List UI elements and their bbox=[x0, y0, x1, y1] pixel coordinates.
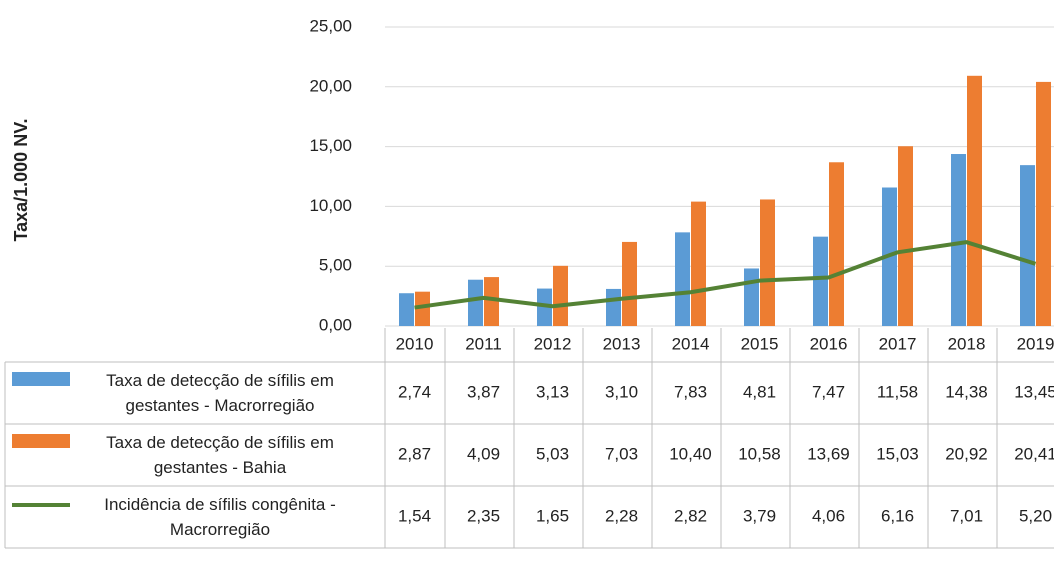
table-value: 15,03 bbox=[876, 444, 919, 463]
legend-entry: Incidência de sífilis congênita - Macror… bbox=[70, 488, 370, 546]
table-value: 10,58 bbox=[738, 444, 781, 463]
x-tick-label: 2015 bbox=[741, 334, 779, 353]
bar bbox=[606, 288, 621, 326]
bar bbox=[553, 265, 568, 326]
bar bbox=[898, 146, 913, 326]
table-value: 3,79 bbox=[743, 506, 776, 525]
bar bbox=[813, 236, 828, 326]
line-series bbox=[414, 240, 1037, 310]
table-value: 4,09 bbox=[467, 444, 500, 463]
bar bbox=[744, 268, 759, 326]
legend-label: Taxa de detecção de sífilis em gestantes… bbox=[106, 371, 334, 415]
bar bbox=[622, 241, 637, 326]
bar bbox=[1036, 81, 1051, 327]
table-value: 2,35 bbox=[467, 506, 500, 525]
table-value: 6,16 bbox=[881, 506, 914, 525]
table-value: 11,58 bbox=[877, 382, 918, 401]
table-value: 7,47 bbox=[812, 382, 845, 401]
bar bbox=[829, 162, 844, 326]
legend-label: Taxa de detecção de sífilis em gestantes… bbox=[106, 433, 334, 477]
table-value: 7,83 bbox=[674, 382, 707, 401]
table-value: 2,28 bbox=[605, 506, 638, 525]
table-value: 5,20 bbox=[1019, 506, 1052, 525]
y-axis-label: Taxa/1.000 NV. bbox=[11, 118, 31, 241]
bar bbox=[691, 201, 706, 326]
table-value: 3,13 bbox=[536, 382, 569, 401]
table-value: 10,40 bbox=[669, 444, 712, 463]
y-tick-label: 15,00 bbox=[309, 136, 352, 155]
bar bbox=[760, 199, 775, 326]
table-value: 20,92 bbox=[945, 444, 988, 463]
table-value: 3,87 bbox=[467, 382, 500, 401]
table-value: 5,03 bbox=[536, 444, 569, 463]
bar bbox=[484, 277, 499, 326]
bar bbox=[967, 75, 982, 326]
table-value: 3,10 bbox=[605, 382, 638, 401]
table-value: 4,06 bbox=[812, 506, 845, 525]
bar bbox=[951, 154, 966, 326]
x-tick-label: 2019 bbox=[1017, 334, 1054, 353]
table-value: 1,54 bbox=[398, 506, 431, 525]
x-tick-label: 2017 bbox=[879, 334, 917, 353]
table-value: 13,69 bbox=[807, 444, 850, 463]
y-tick-label: 10,00 bbox=[309, 196, 352, 215]
table-value: 2,87 bbox=[398, 444, 431, 463]
table-value: 4,81 bbox=[743, 382, 776, 401]
table-value: 2,82 bbox=[674, 506, 707, 525]
y-tick-label: 20,00 bbox=[309, 76, 352, 95]
y-tick-label: 5,00 bbox=[319, 256, 352, 275]
x-tick-label: 2018 bbox=[948, 334, 986, 353]
bar bbox=[399, 293, 414, 326]
legend-entry: Taxa de detecção de sífilis em gestantes… bbox=[70, 426, 370, 484]
legend-label: Incidência de sífilis congênita - Macror… bbox=[104, 495, 336, 539]
bar bbox=[1020, 165, 1035, 326]
bar bbox=[468, 279, 483, 326]
table-value: 1,65 bbox=[536, 506, 569, 525]
table-value: 14,38 bbox=[945, 382, 988, 401]
table-value: 20,41 bbox=[1014, 444, 1054, 463]
table-value: 7,03 bbox=[605, 444, 638, 463]
table-value: 2,74 bbox=[398, 382, 431, 401]
x-tick-label: 2014 bbox=[672, 334, 710, 353]
y-tick-label: 0,00 bbox=[319, 315, 352, 334]
y-tick-label: 25,00 bbox=[309, 16, 352, 35]
table-value: 13,45 bbox=[1014, 382, 1054, 401]
bar bbox=[675, 232, 690, 326]
legend-entry: Taxa de detecção de sífilis em gestantes… bbox=[70, 364, 370, 422]
legend-swatch bbox=[12, 434, 70, 448]
x-tick-label: 2013 bbox=[603, 334, 641, 353]
bar bbox=[415, 291, 430, 326]
legend-swatch bbox=[12, 372, 70, 386]
x-tick-label: 2016 bbox=[810, 334, 848, 353]
x-tick-label: 2010 bbox=[396, 334, 434, 353]
x-tick-label: 2012 bbox=[534, 334, 572, 353]
x-tick-label: 2011 bbox=[465, 334, 502, 353]
table-value: 7,01 bbox=[950, 506, 983, 525]
